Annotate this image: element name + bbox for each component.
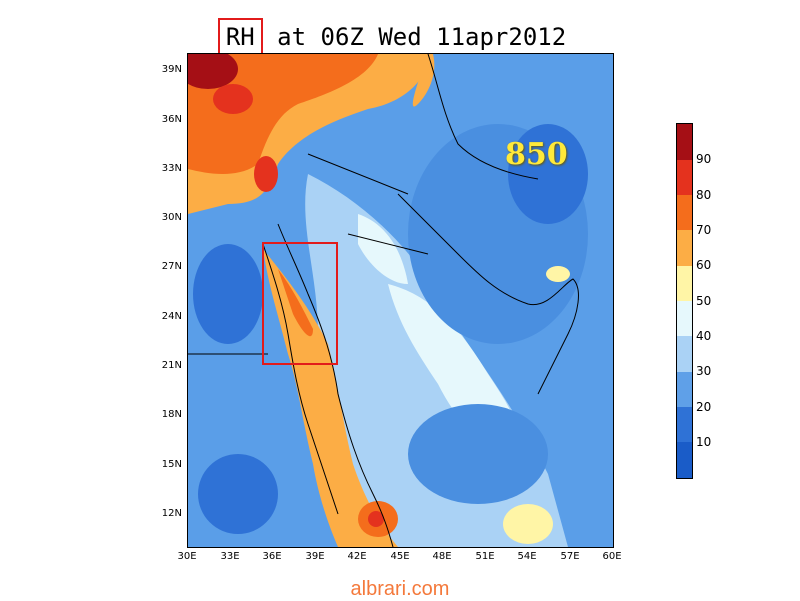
title-text: at 06Z Wed 11apr2012 bbox=[262, 23, 567, 51]
lon-label-48e: 48E bbox=[432, 551, 452, 562]
color-step-40-50 bbox=[677, 301, 692, 336]
lon-label-42e: 42E bbox=[347, 551, 367, 562]
field-yellow-arabian-sea bbox=[503, 504, 553, 544]
relative-humidity-map bbox=[187, 53, 614, 548]
field-yellow-gulf bbox=[546, 266, 570, 282]
color-step-70-80 bbox=[677, 195, 692, 230]
color-step-90-plus bbox=[677, 124, 692, 160]
lon-label-60e: 60E bbox=[602, 551, 622, 562]
colorbar-label-70: 70 bbox=[696, 223, 712, 237]
field-orange-red-sea bbox=[263, 249, 398, 547]
lon-label-39e: 39E bbox=[305, 551, 325, 562]
field-orange-caspian bbox=[412, 54, 435, 107]
color-step-30-40 bbox=[677, 336, 692, 372]
lat-label-33n: 33N bbox=[161, 163, 182, 174]
colorbar-label-30: 30 bbox=[696, 364, 712, 378]
lat-label-18n: 18N bbox=[161, 409, 182, 420]
field-dark-blue-egypt bbox=[193, 244, 263, 344]
title-variable-highlight: RH bbox=[217, 18, 263, 56]
lon-label-45e: 45E bbox=[390, 551, 410, 562]
lat-label-15n: 15N bbox=[161, 459, 182, 470]
region-highlight-box bbox=[262, 242, 338, 365]
field-dark-red-anatolia bbox=[188, 54, 238, 89]
field-dark-blue-iran bbox=[508, 124, 588, 224]
lat-label-39n: 39N bbox=[161, 64, 182, 75]
lon-label-57e: 57E bbox=[560, 551, 580, 562]
colorbar-label-90: 90 bbox=[696, 152, 712, 166]
red-sea-west-coast bbox=[262, 243, 339, 515]
political-borders bbox=[188, 153, 429, 355]
field-dark-orange-hejaz bbox=[278, 269, 313, 337]
field-pale-north bbox=[358, 214, 408, 284]
pressure-level-label: 850 bbox=[505, 137, 568, 172]
lat-label-21n: 21N bbox=[161, 360, 182, 371]
lat-label-30n: 30N bbox=[161, 212, 182, 223]
persian-gulf-coast bbox=[397, 193, 579, 395]
caspian-border bbox=[427, 54, 539, 180]
field-red-lebanon bbox=[254, 156, 278, 192]
lat-label-24n: 24N bbox=[161, 311, 182, 322]
lon-label-54e: 54E bbox=[517, 551, 537, 562]
site-watermark: albrari.com bbox=[350, 578, 450, 600]
map-field bbox=[188, 54, 613, 547]
color-step-20-30 bbox=[677, 372, 692, 407]
color-step-10-20 bbox=[677, 407, 692, 442]
colorbar-label-80: 80 bbox=[696, 188, 712, 202]
color-step-50-60 bbox=[677, 266, 692, 301]
colorbar-label-10: 10 bbox=[696, 435, 712, 449]
color-step-80-90 bbox=[677, 160, 692, 195]
lat-label-36n: 36N bbox=[161, 114, 182, 125]
map-title: RH at 06Z Wed 11apr2012 bbox=[0, 14, 800, 56]
field-red-yemen bbox=[368, 511, 384, 527]
lon-label-33e: 33E bbox=[220, 551, 240, 562]
color-scale-bar bbox=[676, 123, 693, 479]
colorbar-label-50: 50 bbox=[696, 294, 712, 308]
colorbar-label-40: 40 bbox=[696, 329, 712, 343]
lon-label-30e: 30E bbox=[177, 551, 197, 562]
field-blue-oman bbox=[408, 404, 548, 504]
field-red-anatolia bbox=[213, 84, 253, 114]
colorbar-label-20: 20 bbox=[696, 400, 712, 414]
lon-label-51e: 51E bbox=[475, 551, 495, 562]
field-dark-orange-north bbox=[188, 54, 378, 174]
field-dark-blue-sudan bbox=[198, 454, 278, 534]
lat-label-12n: 12N bbox=[161, 508, 182, 519]
color-step-below-10 bbox=[677, 442, 692, 478]
lat-label-27n: 27N bbox=[161, 261, 182, 272]
colorbar-label-60: 60 bbox=[696, 258, 712, 272]
color-step-60-70 bbox=[677, 230, 692, 266]
red-sea-east-coast bbox=[277, 223, 394, 547]
lon-label-36e: 36E bbox=[262, 551, 282, 562]
